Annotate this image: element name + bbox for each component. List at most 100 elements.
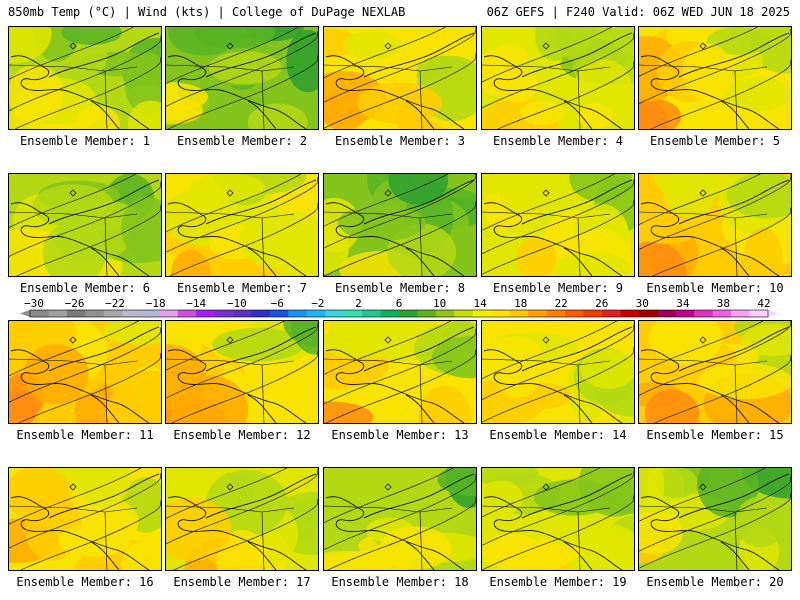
temperature-map bbox=[166, 468, 318, 570]
ensemble-map-panel bbox=[323, 320, 477, 424]
colorbar-swatch bbox=[620, 310, 640, 317]
colorbar-tick-label: 18 bbox=[514, 297, 527, 310]
colorbar-swatch bbox=[214, 310, 234, 317]
ensemble-member-label: Ensemble Member: 12 bbox=[173, 428, 311, 442]
temperature-map bbox=[482, 27, 634, 129]
ensemble-member-label: Ensemble Member: 5 bbox=[649, 134, 781, 148]
colorbar-tick-label: 34 bbox=[676, 297, 690, 310]
ensemble-member-label: Ensemble Member: 14 bbox=[489, 428, 627, 442]
temperature-map bbox=[9, 321, 161, 423]
colorbar-tick-label: 26 bbox=[595, 297, 608, 310]
ensemble-member-label: Ensemble Member: 19 bbox=[489, 575, 627, 589]
colorbar-swatch bbox=[30, 310, 49, 317]
colorbar-tick-label: −26 bbox=[65, 297, 85, 310]
colorbar-swatch bbox=[122, 310, 142, 317]
colorbar-swatch bbox=[251, 310, 271, 317]
ensemble-member-label: Ensemble Member: 20 bbox=[646, 575, 784, 589]
ensemble-map-panel bbox=[165, 26, 319, 130]
ensemble-member-label: Ensemble Member: 1 bbox=[19, 134, 151, 148]
colorbar-swatch bbox=[306, 310, 326, 317]
colorbar-swatch bbox=[694, 310, 714, 317]
ensemble-member-label: Ensemble Member: 16 bbox=[16, 575, 154, 589]
ensemble-member-label: Ensemble Member: 6 bbox=[19, 281, 151, 295]
temperature-map bbox=[166, 174, 318, 276]
colorbar-swatch bbox=[417, 310, 437, 317]
colorbar-tick-label: −22 bbox=[105, 297, 125, 310]
colorbar-swatch bbox=[288, 310, 308, 317]
colorbar-tick-label: 30 bbox=[636, 297, 649, 310]
colorbar-right-arrow bbox=[768, 310, 778, 317]
ensemble-member-label: Ensemble Member: 18 bbox=[331, 575, 469, 589]
ensemble-map-panel bbox=[8, 173, 162, 277]
colorbar-swatch bbox=[731, 310, 750, 317]
ensemble-member-label: Ensemble Member: 7 bbox=[176, 281, 308, 295]
temperature-map bbox=[324, 468, 476, 570]
temperature-map bbox=[324, 321, 476, 423]
ensemble-map-panel bbox=[8, 320, 162, 424]
temperature-map bbox=[324, 27, 476, 129]
colorbar-tick-label: −6 bbox=[271, 297, 284, 310]
ensemble-member-label: Ensemble Member: 4 bbox=[492, 134, 624, 148]
ensemble-map-panel bbox=[481, 173, 635, 277]
colorbar-tick-label: 2 bbox=[355, 297, 362, 310]
colorbar-swatch bbox=[66, 310, 86, 317]
ensemble-map-panel bbox=[638, 26, 792, 130]
temperature-map bbox=[166, 321, 318, 423]
colorbar-tick-label: −10 bbox=[227, 297, 247, 310]
colorbar-swatch bbox=[48, 310, 68, 317]
colorbar-swatch bbox=[509, 310, 529, 317]
colorbar-tick-label: −30 bbox=[24, 297, 44, 310]
ensemble-map-panel bbox=[165, 320, 319, 424]
ensemble-member-label: Ensemble Member: 9 bbox=[492, 281, 624, 295]
colorbar-swatch bbox=[454, 310, 474, 317]
temperature-colorbar: −30 −26 −22 −18 −14 −10 −6 −2 2 6 10 14 18 22 26 30 34 38… bbox=[20, 297, 778, 318]
colorbar-swatch bbox=[546, 310, 566, 317]
colorbar-swatch bbox=[380, 310, 400, 317]
temperature-map bbox=[324, 174, 476, 276]
ensemble-map-panel bbox=[323, 467, 477, 571]
colorbar-tick-label: −14 bbox=[186, 297, 206, 310]
temperature-map bbox=[166, 27, 318, 129]
ensemble-member-label: Ensemble Member: 17 bbox=[173, 575, 311, 589]
ensemble-member-label: Ensemble Member: 10 bbox=[646, 281, 784, 295]
ensemble-map-panel bbox=[638, 173, 792, 277]
ensemble-member-label: Ensemble Member: 2 bbox=[176, 134, 308, 148]
colorbar-swatch bbox=[196, 310, 215, 317]
colorbar-tick-label: −2 bbox=[311, 297, 324, 310]
colorbar-tick-label: 14 bbox=[473, 297, 487, 310]
temperature-map bbox=[482, 321, 634, 423]
ensemble-map-panel bbox=[8, 467, 162, 571]
colorbar-swatch bbox=[232, 310, 252, 317]
colorbar-swatch bbox=[657, 310, 677, 317]
colorbar-swatch bbox=[343, 310, 363, 317]
temperature-map bbox=[639, 27, 791, 129]
colorbar-swatch bbox=[399, 310, 418, 317]
ensemble-map-panel bbox=[8, 26, 162, 130]
ensemble-map-panel bbox=[481, 320, 635, 424]
ensemble-map-panel bbox=[165, 173, 319, 277]
temperature-map bbox=[482, 174, 634, 276]
colorbar-tick-label: 38 bbox=[717, 297, 730, 310]
temperature-map bbox=[482, 468, 634, 570]
colorbar-swatch bbox=[435, 310, 455, 317]
temperature-map bbox=[9, 174, 161, 276]
colorbar-tick-label: 22 bbox=[555, 297, 568, 310]
colorbar-swatch bbox=[177, 310, 197, 317]
temperature-map bbox=[639, 174, 791, 276]
colorbar-swatch bbox=[565, 310, 584, 317]
colorbar-swatch bbox=[140, 310, 160, 317]
ensemble-member-label: Ensemble Member: 15 bbox=[646, 428, 784, 442]
colorbar-swatch bbox=[472, 310, 492, 317]
ensemble-map-panel bbox=[481, 26, 635, 130]
colorbar-tick-label: 10 bbox=[433, 297, 446, 310]
colorbar-swatch bbox=[712, 310, 732, 317]
ensemble-map-panel bbox=[165, 467, 319, 571]
ensemble-member-label: Ensemble Member: 13 bbox=[331, 428, 469, 442]
ensemble-map-panel bbox=[323, 173, 477, 277]
colorbar-swatch bbox=[638, 310, 658, 317]
ensemble-map-panel bbox=[481, 467, 635, 571]
ensemble-map-panel bbox=[638, 467, 792, 571]
temperature-map bbox=[9, 468, 161, 570]
ensemble-member-label: Ensemble Member: 11 bbox=[16, 428, 154, 442]
ensemble-member-label: Ensemble Member: 3 bbox=[334, 134, 466, 148]
